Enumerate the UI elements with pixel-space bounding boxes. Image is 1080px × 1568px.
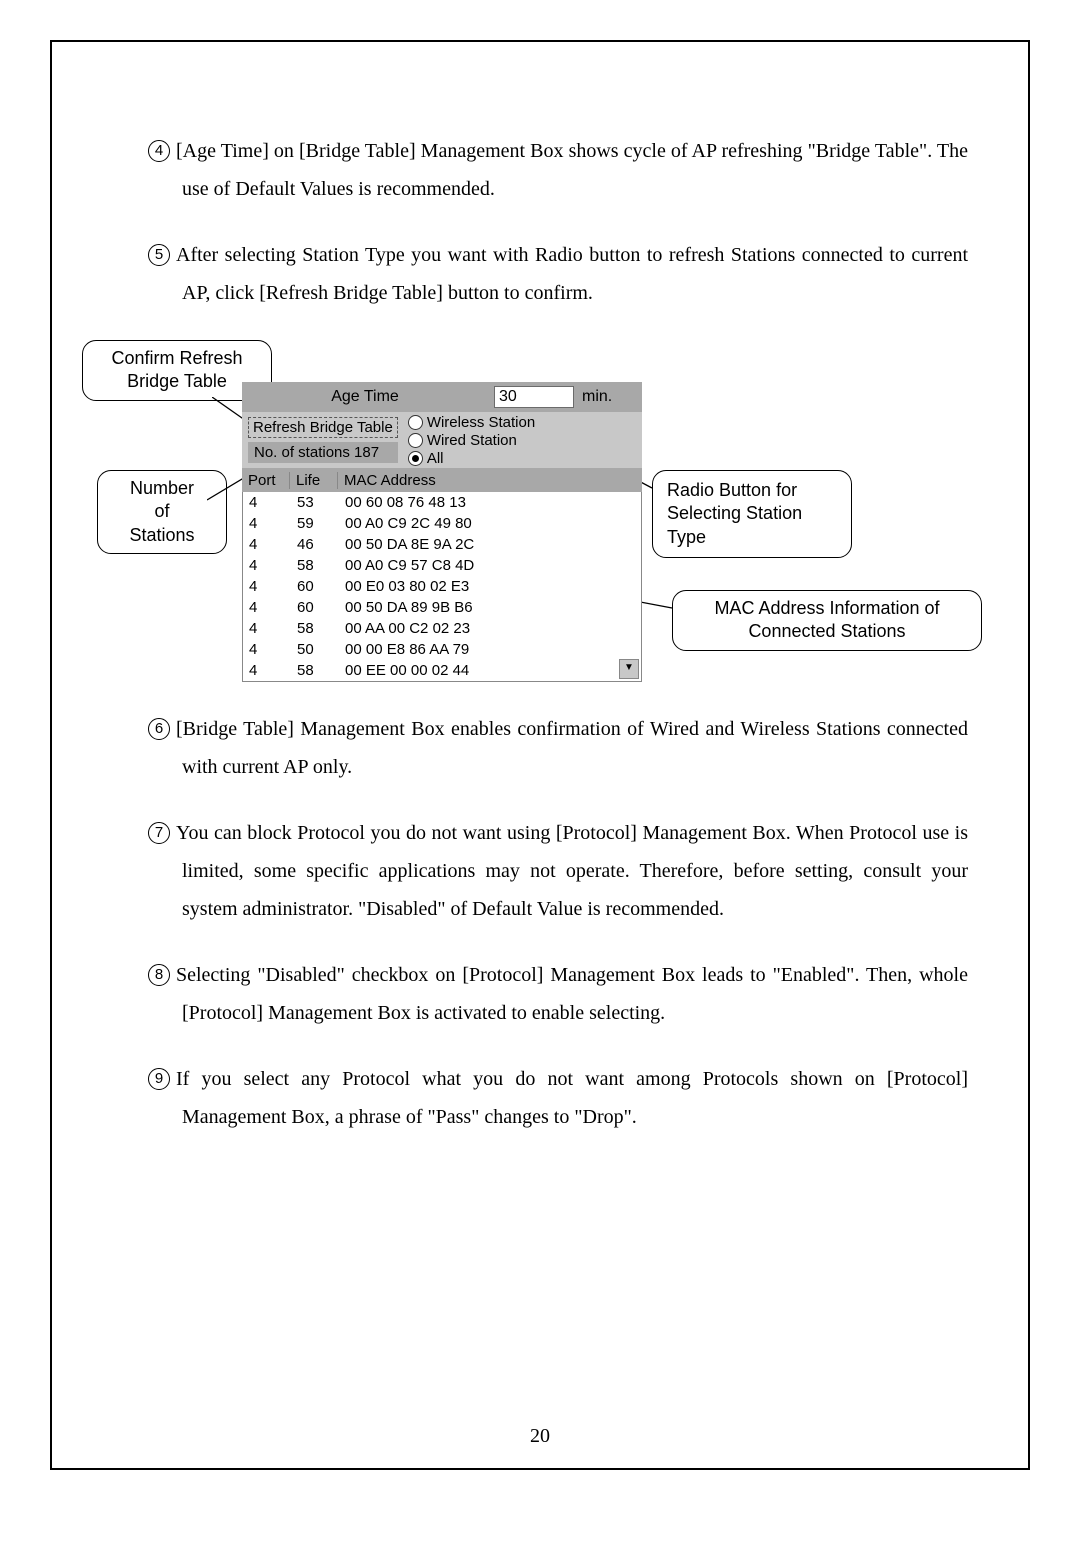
paragraph-6-text: [Bridge Table] Management Box enables co… <box>176 718 968 778</box>
paragraph-7: 7 You can block Protocol you do not want … <box>112 814 968 928</box>
callout-mac-info: MAC Address Information of Connected Sta… <box>672 590 982 651</box>
paragraph-4-text: [Age Time] on [Bridge Table] Management … <box>176 140 968 200</box>
radio-wired-label: Wired Station <box>427 432 517 449</box>
list-number-7: 7 <box>148 822 170 844</box>
callout-radio-button-text: Radio Button for Selecting Station Type <box>667 480 802 547</box>
header-life: Life <box>290 472 338 489</box>
list-number-6: 6 <box>148 718 170 740</box>
age-time-input[interactable] <box>494 386 574 408</box>
page-frame: 4 [Age Time] on [Bridge Table] Management… <box>50 40 1030 1470</box>
callout-radio-button: Radio Button for Selecting Station Type <box>652 470 852 558</box>
radio-all-label: All <box>427 450 444 467</box>
callout-confirm-text: Confirm Refresh Bridge Table <box>111 348 242 391</box>
table-row: 46000 50 DA 89 9B B6 <box>243 597 641 618</box>
header-mac: MAC Address <box>338 472 642 489</box>
paragraph-4: 4 [Age Time] on [Bridge Table] Management… <box>112 132 968 208</box>
list-number-5: 5 <box>148 244 170 266</box>
age-time-row: Age Time min. <box>242 382 642 412</box>
age-time-label: Age Time <box>242 388 494 406</box>
radio-icon <box>408 415 423 430</box>
paragraph-8: 8 Selecting "Disabled" checkbox on [Proto… <box>112 956 968 1032</box>
table-row: 46000 E0 03 80 02 E3 <box>243 576 641 597</box>
table-row: 45300 60 08 76 48 13 <box>243 492 641 513</box>
panel-controls: Refresh Bridge Table No. of stations 187… <box>242 412 642 468</box>
list-number-8: 8 <box>148 964 170 986</box>
radio-icon <box>408 433 423 448</box>
paragraph-9: 9 If you select any Protocol what you do … <box>112 1060 968 1136</box>
callout-mac-info-text: MAC Address Information of Connected Sta… <box>714 598 939 641</box>
min-label: min. <box>582 388 642 406</box>
paragraph-9-text: If you select any Protocol what you do n… <box>176 1068 968 1128</box>
table-row: 45800 A0 C9 57 C8 4D <box>243 555 641 576</box>
list-number-9: 9 <box>148 1068 170 1090</box>
table-row: 45800 AA 00 C2 02 23 <box>243 618 641 639</box>
radio-icon <box>408 451 423 466</box>
stations-list: 45300 60 08 76 48 13 45900 A0 C9 2C 49 8… <box>242 492 642 682</box>
paragraph-8-text: Selecting "Disabled" checkbox on [Protoc… <box>176 964 968 1024</box>
stations-count-label: No. of stations 187 <box>248 442 398 463</box>
radio-all[interactable]: All <box>408 450 642 467</box>
scroll-down-icon[interactable]: ▼ <box>619 659 639 679</box>
paragraph-7-text: You can block Protocol you do not want u… <box>176 822 968 920</box>
bridge-table-diagram: Confirm Refresh Bridge Table Number of S… <box>112 340 968 680</box>
paragraph-6: 6 [Bridge Table] Management Box enables c… <box>112 710 968 786</box>
refresh-bridge-table-button[interactable]: Refresh Bridge Table <box>248 417 398 438</box>
bridge-table-panel: Age Time min. Refresh Bridge Table No. o… <box>242 382 642 682</box>
table-row: 45900 A0 C9 2C 49 80 <box>243 513 641 534</box>
list-number-4: 4 <box>148 140 170 162</box>
table-row: 44600 50 DA 8E 9A 2C <box>243 534 641 555</box>
table-row: 45000 00 E8 86 AA 79 <box>243 639 641 660</box>
paragraph-5-text: After selecting Station Type you want wi… <box>176 244 968 304</box>
table-row: 45800 EE 00 00 02 44 <box>243 660 641 681</box>
callout-number-stations-text: Number of Stations <box>129 478 194 545</box>
header-port: Port <box>242 472 290 489</box>
radio-wireless-label: Wireless Station <box>427 414 535 431</box>
paragraph-5: 5 After selecting Station Type you want w… <box>112 236 968 312</box>
table-header: Port Life MAC Address <box>242 468 642 492</box>
page-number: 20 <box>52 1425 1028 1448</box>
radio-wired-station[interactable]: Wired Station <box>408 432 642 449</box>
radio-wireless-station[interactable]: Wireless Station <box>408 414 642 431</box>
